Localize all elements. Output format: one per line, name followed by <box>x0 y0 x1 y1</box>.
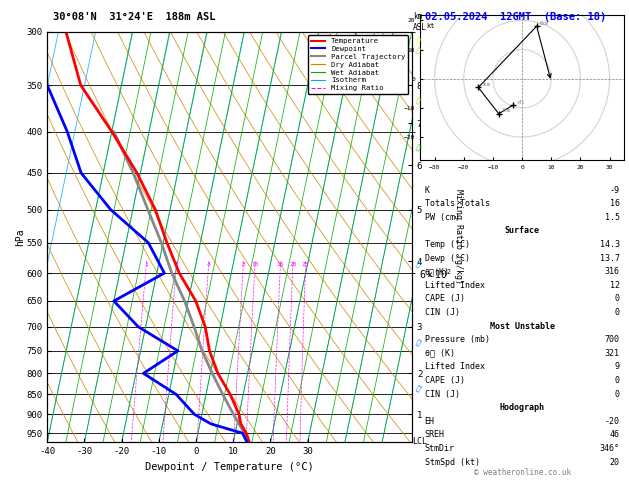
Text: 0: 0 <box>615 376 620 385</box>
Text: θᴜ(K): θᴜ(K) <box>425 267 450 276</box>
Text: 9: 9 <box>615 363 620 371</box>
Text: 4: 4 <box>206 262 210 267</box>
Text: ≫: ≫ <box>415 97 422 104</box>
Text: CAPE (J): CAPE (J) <box>425 376 464 385</box>
Text: CAPE (J): CAPE (J) <box>425 295 464 303</box>
Text: Temp (°C): Temp (°C) <box>425 240 469 249</box>
Text: 16: 16 <box>277 262 284 267</box>
Text: ≫: ≫ <box>415 46 422 54</box>
Text: 30°08'N  31°24'E  188m ASL: 30°08'N 31°24'E 188m ASL <box>53 12 216 22</box>
Text: K: K <box>425 186 430 194</box>
Text: Lifted Index: Lifted Index <box>425 281 484 290</box>
Text: Most Unstable: Most Unstable <box>489 322 555 330</box>
Text: sfc: sfc <box>516 100 525 104</box>
Text: 8: 8 <box>242 262 245 267</box>
Text: CIN (J): CIN (J) <box>425 390 460 399</box>
Text: 10: 10 <box>251 262 259 267</box>
Text: -9: -9 <box>610 186 620 194</box>
Text: 316: 316 <box>604 267 620 276</box>
Text: StmDir: StmDir <box>425 444 455 453</box>
Text: ≫: ≫ <box>415 384 422 393</box>
Text: LCL: LCL <box>412 437 427 446</box>
Text: 0: 0 <box>615 390 620 399</box>
Text: ≫: ≫ <box>415 143 422 151</box>
Text: PW (cm): PW (cm) <box>425 213 460 222</box>
Text: 3km: 3km <box>481 82 490 87</box>
Text: 1.5: 1.5 <box>604 213 620 222</box>
Text: 13.7: 13.7 <box>599 254 620 262</box>
Y-axis label: hPa: hPa <box>15 228 25 246</box>
Text: 0: 0 <box>615 308 620 317</box>
Text: ≫: ≫ <box>415 338 422 346</box>
Text: 346°: 346° <box>599 444 620 453</box>
Text: 1: 1 <box>144 262 148 267</box>
Y-axis label: Mixing Ratio (g/kg): Mixing Ratio (g/kg) <box>454 190 464 284</box>
Text: 14.3: 14.3 <box>599 240 620 249</box>
Text: 2: 2 <box>174 262 178 267</box>
Text: Totals Totals: Totals Totals <box>425 199 489 208</box>
Text: 700: 700 <box>604 335 620 344</box>
Text: 46: 46 <box>610 431 620 439</box>
Text: 20: 20 <box>289 262 296 267</box>
Text: 6km: 6km <box>540 21 548 26</box>
Text: -20: -20 <box>604 417 620 426</box>
Text: 12: 12 <box>610 281 620 290</box>
Text: 1km: 1km <box>502 108 510 113</box>
Text: 321: 321 <box>604 349 620 358</box>
Text: 25: 25 <box>302 262 309 267</box>
Text: 20: 20 <box>610 458 620 467</box>
Text: Lifted Index: Lifted Index <box>425 363 484 371</box>
Text: km
ASL: km ASL <box>413 12 427 32</box>
Text: EH: EH <box>425 417 435 426</box>
Text: Hodograph: Hodograph <box>499 403 545 412</box>
Text: Pressure (mb): Pressure (mb) <box>425 335 489 344</box>
Text: ≫: ≫ <box>415 260 422 268</box>
Text: CIN (J): CIN (J) <box>425 308 460 317</box>
Text: Surface: Surface <box>504 226 540 235</box>
Text: © weatheronline.co.uk: © weatheronline.co.uk <box>474 468 571 477</box>
Text: SREH: SREH <box>425 431 445 439</box>
Text: 0: 0 <box>615 295 620 303</box>
Legend: Temperature, Dewpoint, Parcel Trajectory, Dry Adiabat, Wet Adiabat, Isotherm, Mi: Temperature, Dewpoint, Parcel Trajectory… <box>308 35 408 94</box>
Text: kt: kt <box>426 23 435 29</box>
Text: ≫: ≫ <box>415 37 422 45</box>
Text: θᴜ (K): θᴜ (K) <box>425 349 455 358</box>
X-axis label: Dewpoint / Temperature (°C): Dewpoint / Temperature (°C) <box>145 462 314 472</box>
Text: 02.05.2024  12GMT  (Base: 18): 02.05.2024 12GMT (Base: 18) <box>425 12 606 22</box>
Text: 16: 16 <box>610 199 620 208</box>
Text: Dewp (°C): Dewp (°C) <box>425 254 469 262</box>
Text: StmSpd (kt): StmSpd (kt) <box>425 458 479 467</box>
